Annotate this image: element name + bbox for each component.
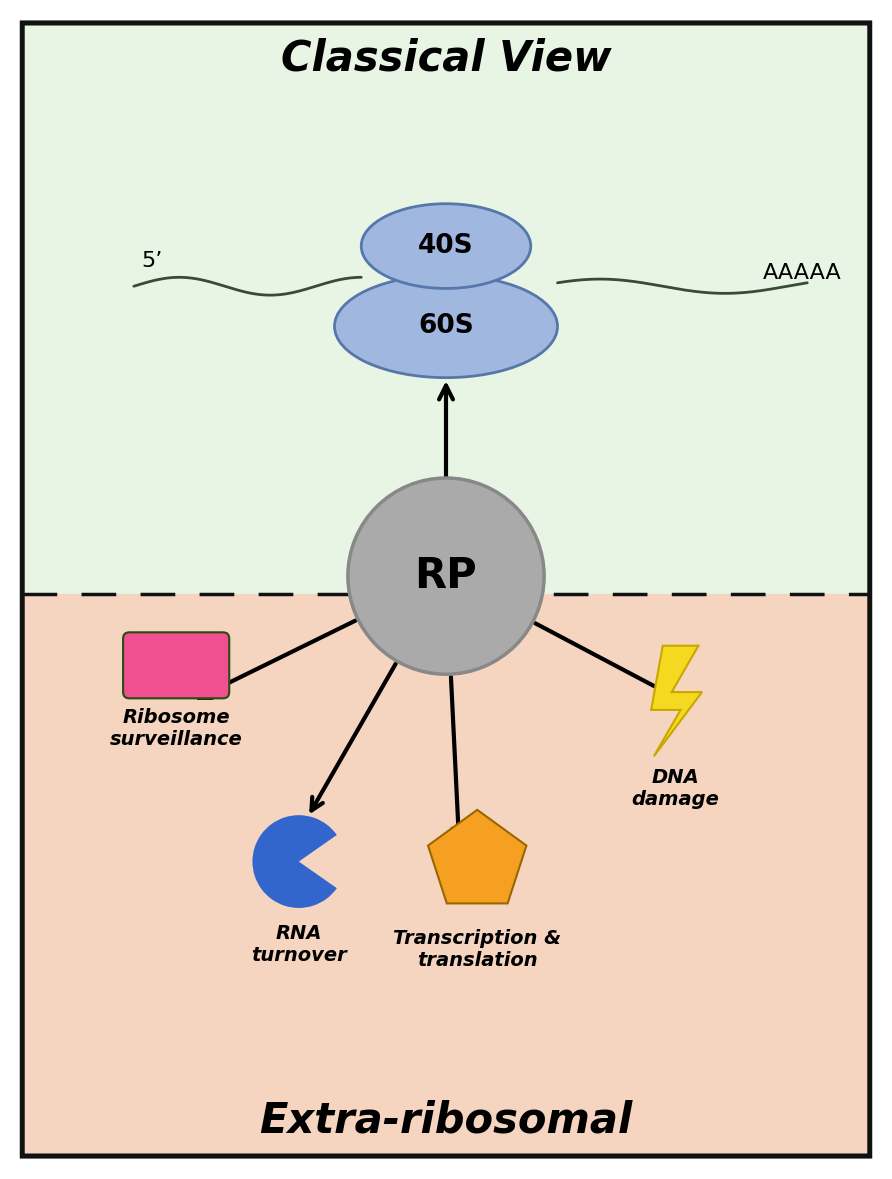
Ellipse shape [361, 204, 531, 289]
Ellipse shape [348, 477, 544, 674]
Text: Transcription &
translation: Transcription & translation [393, 929, 561, 970]
Text: Classical View: Classical View [281, 38, 611, 80]
FancyBboxPatch shape [22, 24, 870, 1155]
Polygon shape [428, 810, 526, 903]
FancyBboxPatch shape [22, 594, 870, 1155]
Text: 60S: 60S [418, 314, 474, 340]
Text: AAAAA: AAAAA [763, 263, 841, 283]
Wedge shape [252, 815, 337, 908]
FancyBboxPatch shape [123, 632, 229, 698]
Ellipse shape [334, 275, 558, 377]
Text: Extra-ribosomal: Extra-ribosomal [260, 1099, 632, 1141]
Text: RP: RP [415, 555, 477, 597]
Polygon shape [651, 646, 702, 756]
Text: 5’: 5’ [141, 251, 162, 271]
FancyBboxPatch shape [22, 24, 870, 594]
Text: DNA
damage: DNA damage [632, 768, 719, 809]
Text: Ribosome
surveillance: Ribosome surveillance [110, 709, 243, 749]
Text: 40S: 40S [418, 233, 474, 259]
Text: RNA
turnover: RNA turnover [251, 924, 347, 964]
